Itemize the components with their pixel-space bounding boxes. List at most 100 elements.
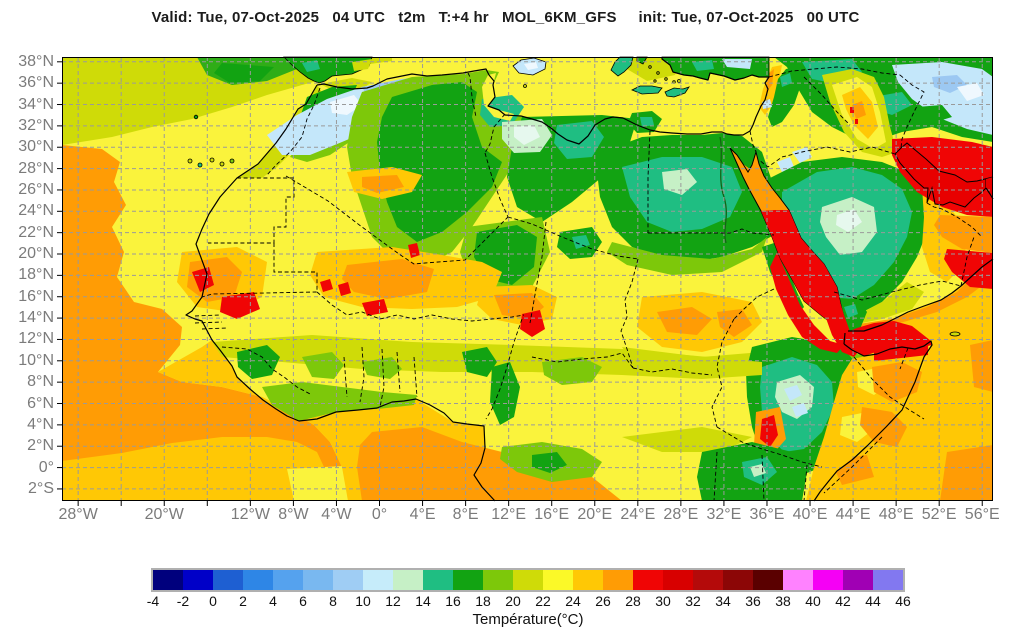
colorbar-tick-label: 6	[299, 593, 307, 609]
colorbar-cell	[723, 570, 753, 590]
colorbar-title: Température(°C)	[472, 611, 584, 628]
x-axis-label: 20°W	[144, 506, 184, 523]
colorbar-tick-label: 38	[775, 593, 791, 609]
colorbar-tick-label: 4	[269, 593, 277, 609]
colorbar-cell	[153, 570, 183, 590]
colorbar-tick-label: -2	[176, 593, 190, 609]
x-axis-label: 28°E	[663, 506, 699, 523]
colorbar-tick-label: 12	[385, 593, 401, 609]
y-axis-label: 10°N	[18, 351, 54, 369]
colorbar-cell	[663, 570, 693, 590]
colorbar-tick-label: 18	[475, 593, 491, 609]
colorbar-cell	[573, 570, 603, 590]
colorbar-cell	[213, 570, 243, 590]
x-axis-label: 56°E	[964, 506, 1000, 523]
y-axis-label: 2°S	[28, 479, 54, 497]
colorbar-tick-label: 2	[239, 593, 247, 609]
x-axis-label: 32°E	[706, 506, 742, 523]
x-axis-label: 4°W	[321, 506, 352, 523]
colorbar-tick-label: 46	[895, 593, 911, 609]
colorbar-tick-label: 16	[445, 593, 461, 609]
axis-ticks	[57, 61, 983, 506]
x-axis-label: 8°E	[452, 506, 479, 523]
grid-lines	[62, 57, 993, 501]
colorbar-cell	[873, 570, 903, 590]
x-axis-label: 16°E	[534, 506, 570, 523]
y-axis-label: 12°N	[18, 330, 54, 348]
colorbar-tick-label: 8	[329, 593, 337, 609]
colorbar-cell	[453, 570, 483, 590]
colorbar-cell	[333, 570, 363, 590]
seas-layer	[729, 137, 994, 357]
colorbar-cell	[483, 570, 513, 590]
colorbar-cell	[423, 570, 453, 590]
colorbar-tick-label: -4	[146, 593, 160, 609]
x-axis-label: 44°E	[835, 506, 871, 523]
y-axis-label: 22°N	[18, 223, 54, 241]
y-axis-label: 14°N	[18, 309, 54, 327]
colorbar-tick-label: 14	[415, 593, 431, 609]
x-axis-label: 36°E	[749, 506, 785, 523]
y-axis-label: 18°N	[18, 266, 54, 284]
y-axis-label: 24°N	[18, 202, 54, 220]
ocean-layer	[62, 57, 993, 501]
colorbar-tick-label: 32	[685, 593, 701, 609]
y-axis-label: 28°N	[18, 159, 54, 177]
colorbar-cell	[783, 570, 813, 590]
y-axis-label: 26°N	[18, 180, 54, 198]
colorbar-tick-label: 22	[535, 593, 551, 609]
colorbar-tick-label: 36	[745, 593, 761, 609]
x-axis-label: 48°E	[878, 506, 914, 523]
temperature-map-svg	[57, 56, 994, 506]
colorbar-tick-label: 30	[655, 593, 671, 609]
colorbar-cell	[363, 570, 393, 590]
colorbar-tick-label: 28	[625, 593, 641, 609]
x-axis-label: 0°	[371, 506, 388, 523]
colorbar-ticks: -4 -2 0 2 4 6 8 10 12 14 16 18 20 22 24 26 28 30 32 34 36 38 4…	[147, 593, 911, 609]
colorbar-cell	[303, 570, 333, 590]
x-axis-label: 4°E	[409, 506, 436, 523]
map-title: Valid: Tue, 07-Oct-2025 04 UTC t2m T:+4 …	[151, 9, 860, 26]
y-axis-label: 8°N	[27, 373, 54, 391]
colorbar-cells	[153, 570, 903, 590]
x-axis-label: 52°E	[921, 506, 957, 523]
y-axis-label: 6°N	[27, 394, 54, 412]
x-axis-label: 8°W	[278, 506, 309, 523]
colorbar-cell	[183, 570, 213, 590]
y-axis-label: 34°N	[18, 95, 54, 113]
colorbar-tick-label: 26	[595, 593, 611, 609]
y-axis-label: 30°N	[18, 138, 54, 156]
x-axis-label: 20°E	[577, 506, 613, 523]
x-axis-label: 24°E	[620, 506, 656, 523]
x-axis-label: 12°E	[491, 506, 527, 523]
colorbar-cell	[843, 570, 873, 590]
colorbar-cell	[813, 570, 843, 590]
y-axis-label: 38°N	[18, 52, 54, 70]
x-axis-label: 28°W	[58, 506, 98, 523]
colorbar-cell	[603, 570, 633, 590]
country-borders	[194, 66, 983, 502]
y-axis-label: 2°N	[27, 437, 54, 455]
colorbar-cell	[273, 570, 303, 590]
colorbar	[151, 568, 905, 592]
x-axis-label: 40°E	[792, 506, 828, 523]
colorbar-tick-label: 40	[805, 593, 821, 609]
colorbar-tick-label: 20	[505, 593, 521, 609]
map-frame	[62, 57, 993, 501]
colorbar-tick-label: 44	[865, 593, 881, 609]
map-area	[57, 56, 994, 506]
colorbar-tick-label: 24	[565, 593, 581, 609]
colorbar-cell	[393, 570, 423, 590]
y-axis-label: 16°N	[18, 287, 54, 305]
coastlines	[185, 57, 994, 502]
colorbar-tick-label: 10	[355, 593, 371, 609]
y-axis-label: 32°N	[18, 116, 54, 134]
colorbar-cell	[693, 570, 723, 590]
colorbar-cell	[243, 570, 273, 590]
colorbar-tick-label: 42	[835, 593, 851, 609]
colorbar-cell	[513, 570, 543, 590]
colorbar-tick-label: 0	[209, 593, 217, 609]
colorbar-cell	[543, 570, 573, 590]
colorbar-cell	[753, 570, 783, 590]
